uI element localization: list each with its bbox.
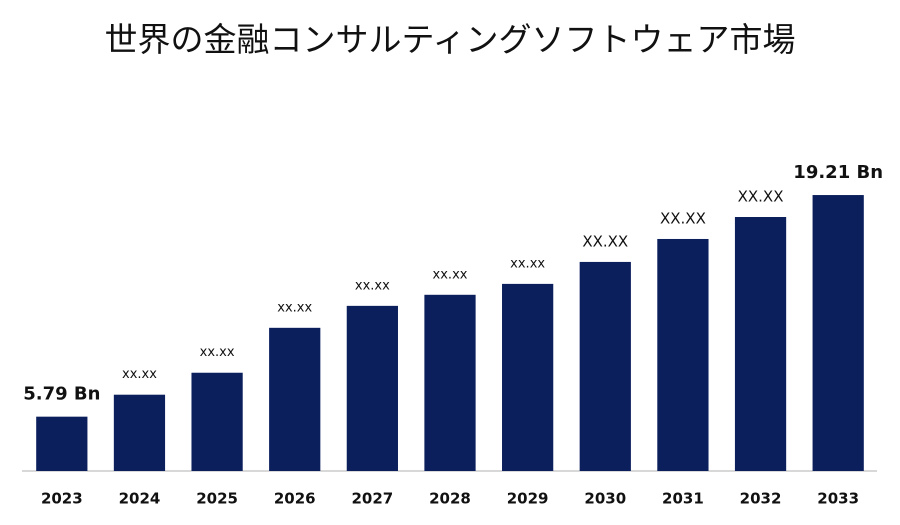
bar <box>346 305 398 471</box>
value-label: xx.xx <box>277 300 312 315</box>
value-label: xx.xx <box>200 345 235 360</box>
chart-title: 世界の金融コンサルティングソフトウェア市場 <box>104 20 796 59</box>
x-tick-label: 2032 <box>740 490 782 508</box>
value-label: xx.xx <box>510 256 545 271</box>
value-label: 5.79 Bn <box>23 384 100 405</box>
value-label: XX.XX <box>660 209 706 227</box>
value-label: xx.xx <box>433 267 468 282</box>
x-tick-label: 2024 <box>119 490 161 508</box>
x-tick-label: 2028 <box>429 490 471 508</box>
x-tick-label: 2033 <box>817 490 859 508</box>
x-tick-label: 2029 <box>507 490 549 508</box>
bar <box>657 238 709 471</box>
x-tick-label: 2025 <box>196 490 238 508</box>
bar <box>812 195 864 472</box>
x-tick-label: 2026 <box>274 490 316 508</box>
bar <box>36 416 88 471</box>
bar <box>113 394 166 471</box>
value-label: XX.XX <box>582 232 628 250</box>
bar <box>191 372 243 471</box>
bar <box>734 217 787 471</box>
x-tick-label: 2023 <box>41 490 83 508</box>
x-tick-label: 2027 <box>351 490 393 508</box>
bar <box>502 283 554 471</box>
bar <box>579 261 631 471</box>
bar <box>269 327 321 471</box>
value-label: XX.XX <box>738 188 784 206</box>
x-tick-label: 2030 <box>584 490 626 508</box>
value-label: 19.21 Bn <box>793 162 883 183</box>
x-tick-label: 2031 <box>662 490 704 508</box>
value-label: xx.xx <box>355 278 390 293</box>
value-label: xx.xx <box>122 367 157 382</box>
bar <box>424 294 476 471</box>
